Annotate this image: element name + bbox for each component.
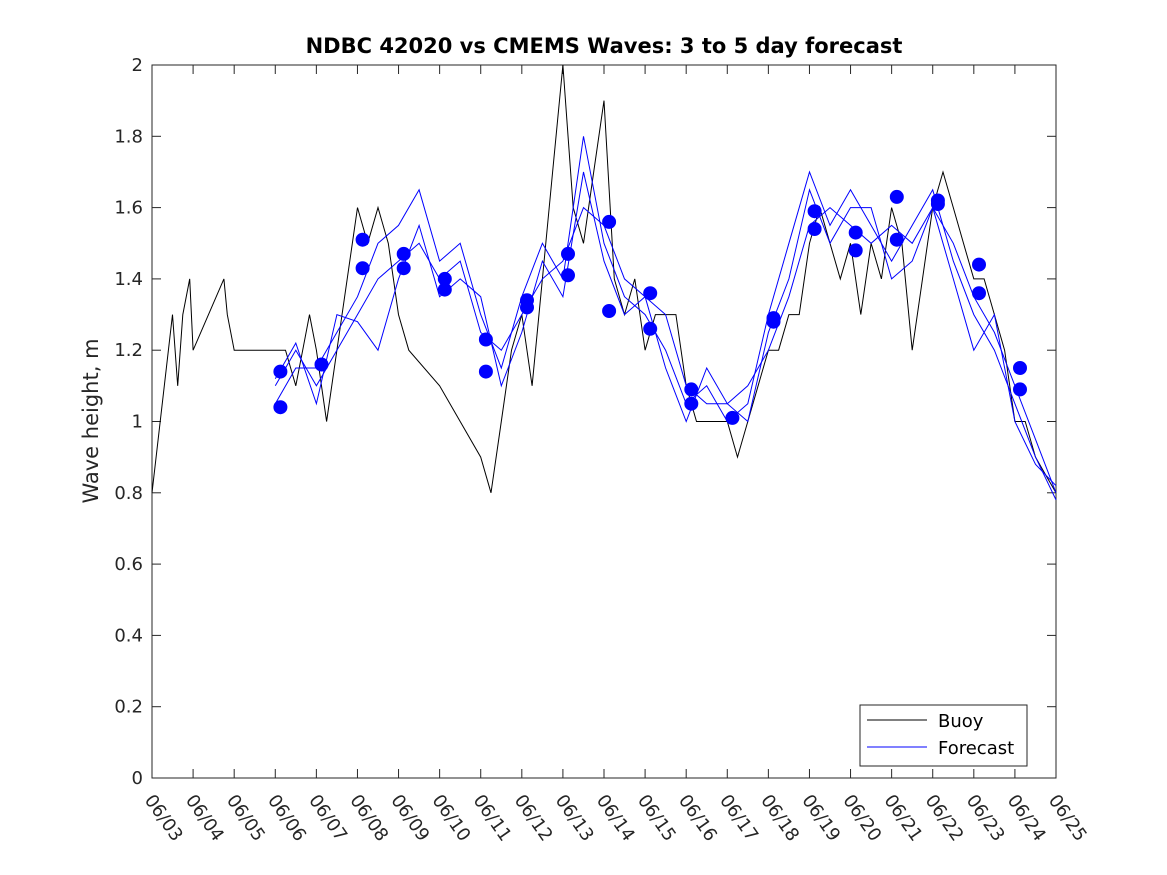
x-tick-label: 06/18 <box>756 791 803 846</box>
legend: Buoy Forecast <box>859 704 1028 767</box>
forecast-line-3 <box>274 171 1057 487</box>
x-tick-label: 06/12 <box>510 791 557 846</box>
chart-title: NDBC 42020 vs CMEMS Waves: 3 to 5 day fo… <box>306 34 903 58</box>
forecast-marker <box>437 282 452 297</box>
forecast-marker <box>520 300 534 315</box>
forecast-line-2 <box>274 136 1057 501</box>
y-tick-label: 1.8 <box>114 126 143 147</box>
forecast-marker <box>1013 382 1027 397</box>
forecast-marker <box>848 225 863 240</box>
x-tick-label: 06/19 <box>797 791 844 846</box>
x-tick-label: 06/10 <box>428 791 475 846</box>
x-tick-label: 06/25 <box>1044 791 1091 846</box>
forecast-marker <box>273 400 288 415</box>
x-tick-label: 06/09 <box>386 791 433 846</box>
y-tick-label: 0.4 <box>114 625 143 646</box>
x-tick-label: 06/08 <box>345 791 392 846</box>
x-tick-label: 06/21 <box>880 791 927 846</box>
y-tick-label: 1 <box>132 412 143 433</box>
x-tick-label: 06/14 <box>592 791 639 846</box>
forecast-marker <box>273 364 288 379</box>
y-axis: 0 0.2 0.4 0.6 0.8 1 1.2 1.4 1.6 1.8 2 <box>114 55 1056 789</box>
y-tick-label: 0.8 <box>114 483 143 504</box>
legend-buoy-label: Buoy <box>938 711 984 732</box>
forecast-marker <box>478 332 493 347</box>
forecast-marker <box>602 214 617 229</box>
forecast-marker <box>478 364 493 379</box>
y-tick-label: 1.2 <box>114 340 143 361</box>
forecast-marker <box>684 382 699 397</box>
y-tick-label: 1.4 <box>114 269 143 290</box>
forecast-marker <box>807 222 822 236</box>
forecast-marker <box>643 286 658 301</box>
x-tick-label: 06/15 <box>633 791 680 846</box>
forecast-marker <box>643 321 658 336</box>
y-tick-label: 1.6 <box>114 198 143 219</box>
forecast-marker <box>725 410 740 425</box>
x-tick-label: 06/17 <box>715 791 762 846</box>
x-tick-label: 06/05 <box>222 791 269 846</box>
y-tick-label: 2 <box>132 55 143 76</box>
forecast-marker <box>396 261 411 276</box>
forecast-marker <box>561 246 575 261</box>
forecast-marker <box>561 268 575 283</box>
legend-box <box>859 704 1028 767</box>
forecast-marker <box>848 243 863 258</box>
x-tick-label: 06/07 <box>304 791 351 846</box>
x-tick-label: 06/22 <box>921 791 968 846</box>
x-tick-label: 06/16 <box>674 791 721 846</box>
plot-area <box>151 64 1057 779</box>
y-axis-label: Wave height, m <box>79 338 103 503</box>
forecast-marker <box>972 286 986 301</box>
y-tick-label: 0.6 <box>114 554 143 575</box>
forecast-marker <box>1013 361 1027 375</box>
x-tick-label: 06/23 <box>962 791 1009 846</box>
marker-layer <box>273 189 1027 425</box>
forecast-marker <box>766 314 781 329</box>
y-tick-label: 0.2 <box>114 697 143 718</box>
x-tick-label: 06/13 <box>551 791 598 846</box>
forecast-marker <box>355 261 370 276</box>
x-tick-label: 06/24 <box>1003 791 1050 846</box>
forecast-marker <box>396 246 411 261</box>
y-tick-label: 0 <box>132 768 143 789</box>
forecast-marker <box>602 304 617 318</box>
x-tick-label: 06/06 <box>263 791 310 846</box>
forecast-marker <box>889 189 904 204</box>
x-tick-label: 06/03 <box>140 791 187 846</box>
forecast-marker <box>355 232 370 247</box>
forecast-marker <box>972 257 986 272</box>
x-tick-label: 06/20 <box>838 791 885 846</box>
forecast-marker <box>314 357 329 372</box>
x-tick-label: 06/04 <box>181 791 228 846</box>
forecast-marker <box>930 197 945 211</box>
legend-forecast-label: Forecast <box>938 738 1014 759</box>
forecast-marker <box>889 232 904 247</box>
buoy-line <box>151 64 1057 494</box>
x-tick-label: 06/11 <box>469 791 516 846</box>
forecast-marker <box>684 396 699 411</box>
forecast-marker <box>807 204 822 219</box>
